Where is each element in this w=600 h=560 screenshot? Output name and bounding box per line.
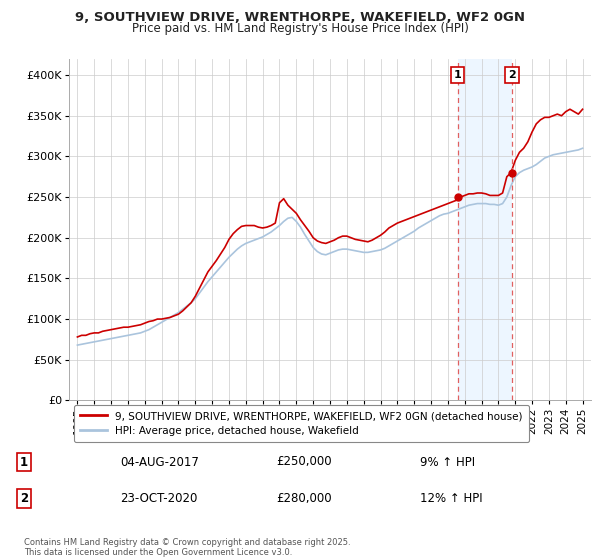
Legend: 9, SOUTHVIEW DRIVE, WRENTHORPE, WAKEFIELD, WF2 0GN (detached house), HPI: Averag: 9, SOUTHVIEW DRIVE, WRENTHORPE, WAKEFIEL… <box>74 405 529 442</box>
Text: 9, SOUTHVIEW DRIVE, WRENTHORPE, WAKEFIELD, WF2 0GN: 9, SOUTHVIEW DRIVE, WRENTHORPE, WAKEFIEL… <box>75 11 525 24</box>
Text: Price paid vs. HM Land Registry's House Price Index (HPI): Price paid vs. HM Land Registry's House … <box>131 22 469 35</box>
Text: Contains HM Land Registry data © Crown copyright and database right 2025.
This d: Contains HM Land Registry data © Crown c… <box>24 538 350 557</box>
Text: £250,000: £250,000 <box>276 455 332 469</box>
Text: 2: 2 <box>20 492 28 505</box>
Bar <box>458 59 512 400</box>
Text: 9% ↑ HPI: 9% ↑ HPI <box>420 455 475 469</box>
Text: 12% ↑ HPI: 12% ↑ HPI <box>420 492 482 505</box>
Text: 23-OCT-2020: 23-OCT-2020 <box>120 492 197 505</box>
Text: 1: 1 <box>454 70 461 80</box>
Text: 1: 1 <box>20 455 28 469</box>
Text: 04-AUG-2017: 04-AUG-2017 <box>120 455 199 469</box>
Text: £280,000: £280,000 <box>276 492 332 505</box>
Text: 2: 2 <box>508 70 516 80</box>
